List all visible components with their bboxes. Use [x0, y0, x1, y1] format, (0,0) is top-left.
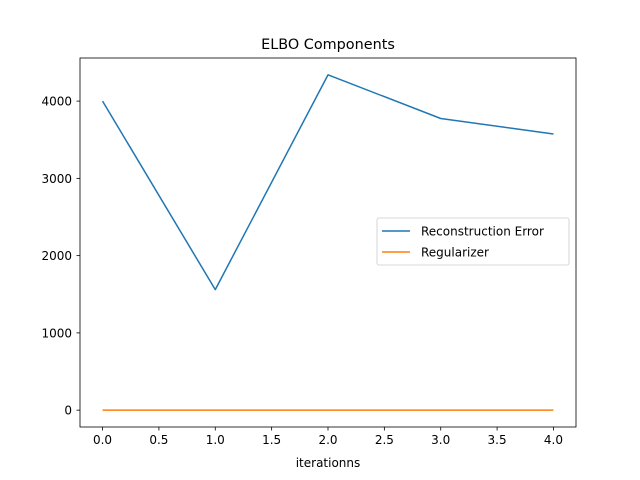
- x-tick-label: 0.5: [149, 433, 168, 447]
- legend-label: Regularizer: [421, 246, 489, 260]
- x-tick-label: 1.0: [206, 433, 225, 447]
- y-tick-label: 3000: [41, 172, 72, 186]
- legend-label: Reconstruction Error: [421, 225, 544, 239]
- x-axis-label: iterationns: [296, 456, 361, 470]
- legend-box: [376, 217, 570, 266]
- y-tick-label: 0: [64, 404, 72, 418]
- plot-area: 0.0 0.5 1.0 1.5 2.0 2.5 3.0 3.5 4.0 0 1000 2000 3000…: [41, 57, 577, 447]
- x-tick-label: 3.5: [488, 433, 507, 447]
- legend: Reconstruction Error Regularizer: [376, 217, 570, 266]
- x-tick-label: 2.5: [375, 433, 394, 447]
- series-line-0: [101, 74, 554, 291]
- chart-title: ELBO Components: [261, 37, 395, 53]
- x-tick-label: 2.0: [318, 433, 337, 447]
- x-tick-label: 1.5: [262, 433, 281, 447]
- y-tick-label: 4000: [41, 95, 72, 109]
- x-tick-label: 4.0: [544, 433, 563, 447]
- x-tick-label: 0.0: [93, 433, 112, 447]
- y-tick-label: 1000: [41, 326, 72, 340]
- x-tick-label: 3.0: [431, 433, 450, 447]
- y-tick-label: 2000: [41, 249, 72, 263]
